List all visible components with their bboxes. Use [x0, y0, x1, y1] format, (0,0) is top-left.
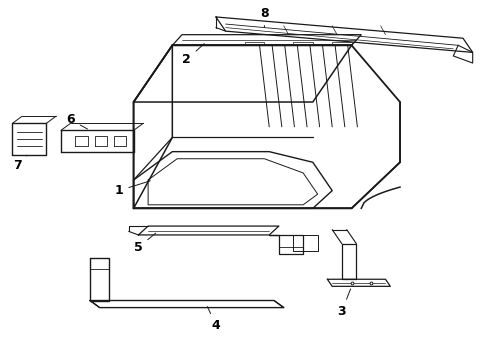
Text: 8: 8	[260, 7, 269, 28]
Text: 3: 3	[338, 289, 350, 318]
Text: 2: 2	[182, 44, 204, 66]
Text: 1: 1	[115, 181, 150, 197]
Text: 5: 5	[134, 233, 156, 254]
Text: 7: 7	[13, 155, 27, 172]
Text: 4: 4	[207, 307, 220, 332]
Text: 6: 6	[66, 113, 88, 129]
